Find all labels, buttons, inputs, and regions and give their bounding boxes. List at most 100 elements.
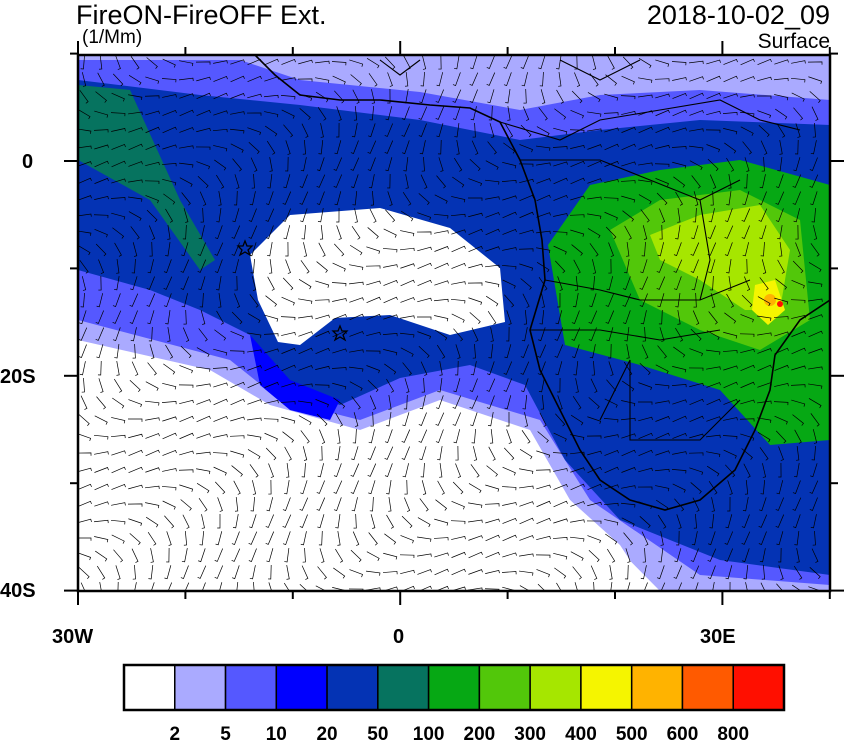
wind-barb [693,513,698,529]
wind-barb [553,177,568,185]
wind-barb [470,464,480,478]
wind-barb [333,567,346,579]
wind-barb [216,174,225,189]
wind-barb [282,497,291,512]
wind-barb [98,259,105,274]
wind-barb [536,261,550,273]
wind-barb [741,531,751,545]
wind-barb [249,514,257,529]
wind-barb [723,449,737,459]
wind-barb [758,208,768,222]
wind-barb [485,569,500,574]
wind-barb [302,446,308,461]
wind-barb [435,499,448,511]
wind-barb [709,514,715,529]
wind-barb [640,310,647,325]
wind-barb [468,519,483,523]
wind-barb [319,445,323,461]
wind-barb [416,231,432,235]
wind-barb [554,567,567,579]
colorbar-swatch [326,664,379,711]
wind-barb [132,242,138,257]
wind-barb [232,158,242,172]
wind-barb [489,429,494,444]
wind-barb [94,177,109,184]
wind-barb [555,361,563,376]
wind-barb [196,347,210,358]
wind-barb [575,378,579,393]
wind-barb [197,175,209,189]
wind-barb [179,127,194,133]
wind-barb [641,241,646,257]
wind-barb [485,295,499,307]
wind-barb [371,89,375,104]
wind-barb [587,92,601,103]
wind-barb [689,145,704,151]
wind-barb [437,378,443,393]
wind-barb [606,276,614,291]
wind-barb [182,327,190,342]
wind-barb [486,55,495,69]
wind-barb [473,446,478,461]
wind-barb [621,467,636,473]
wind-barb [485,534,500,542]
wind-barb [382,248,398,253]
colorbar-swatch [275,664,328,711]
wind-barb [249,464,259,478]
wind-barb [116,361,120,376]
wind-barb [78,552,92,561]
wind-barb [489,123,495,138]
wind-barb [349,349,364,353]
wind-barb [128,111,143,115]
wind-barb [503,378,513,392]
wind-barb [655,432,670,440]
wind-barb [162,500,176,510]
wind-barb [232,514,239,529]
wind-barb [537,583,546,591]
wind-barb [504,344,512,359]
wind-barb [809,91,821,103]
wind-barb [743,463,751,478]
wind-barb [671,383,687,388]
wind-barb [247,449,261,460]
wind-barb [740,399,755,405]
wind-barb [129,379,141,393]
wind-barb [265,125,278,137]
wind-barb [234,275,238,291]
wind-barb [622,310,631,325]
wind-barb [553,194,568,201]
wind-barb [335,548,344,563]
wind-barb [79,260,89,274]
wind-barb [199,292,204,308]
wind-barb [212,367,228,371]
wind-barb [145,485,160,490]
wind-barb [775,208,784,223]
wind-barb [757,296,771,307]
wind-barb [553,468,568,472]
wind-barb [626,242,630,257]
wind-barb [672,415,687,423]
wind-barb [587,416,602,424]
wind-barb [570,536,585,542]
wind-barb [671,469,687,474]
wind-barb [485,264,500,269]
wind-barb [167,327,171,342]
coastline [254,55,830,511]
wind-barb [434,552,449,558]
wind-barb [810,243,820,257]
wind-barb [94,160,109,168]
wind-barb [570,483,585,491]
wind-barb [485,179,500,185]
wind-barb [231,225,241,239]
wind-barb [318,140,324,155]
wind-barb [365,265,381,269]
wind-barb [420,174,428,189]
wind-barb [435,412,445,426]
wind-barb [487,141,497,155]
wind-barb [283,174,291,189]
wind-barb [540,89,546,104]
wind-barb [656,565,665,580]
wind-barb [369,208,377,223]
wind-barb [281,416,296,424]
wind-barb [779,140,783,155]
